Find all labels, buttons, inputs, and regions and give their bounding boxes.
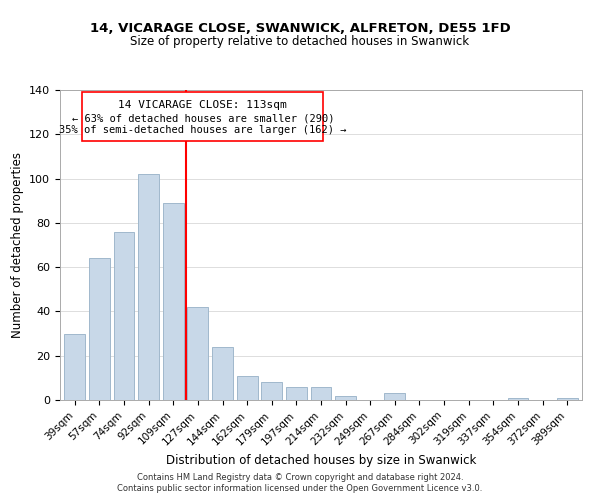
- Bar: [113, 232, 134, 400]
- Bar: [385, 394, 406, 400]
- Bar: [236, 376, 257, 400]
- Bar: [64, 334, 85, 400]
- Bar: [261, 382, 282, 400]
- Text: 14, VICARAGE CLOSE, SWANWICK, ALFRETON, DE55 1FD: 14, VICARAGE CLOSE, SWANWICK, ALFRETON, …: [89, 22, 511, 36]
- Bar: [212, 347, 233, 400]
- Bar: [286, 386, 307, 400]
- Bar: [138, 174, 159, 400]
- Bar: [557, 398, 578, 400]
- Y-axis label: Number of detached properties: Number of detached properties: [11, 152, 23, 338]
- Bar: [187, 307, 208, 400]
- Text: 35% of semi-detached houses are larger (162) →: 35% of semi-detached houses are larger (…: [59, 126, 347, 136]
- X-axis label: Distribution of detached houses by size in Swanwick: Distribution of detached houses by size …: [166, 454, 476, 466]
- Bar: [311, 386, 331, 400]
- Bar: [163, 203, 184, 400]
- Bar: [89, 258, 110, 400]
- Text: 14 VICARAGE CLOSE: 113sqm: 14 VICARAGE CLOSE: 113sqm: [118, 100, 287, 110]
- Text: Contains HM Land Registry data © Crown copyright and database right 2024.: Contains HM Land Registry data © Crown c…: [137, 472, 463, 482]
- Bar: [335, 396, 356, 400]
- Text: ← 63% of detached houses are smaller (290): ← 63% of detached houses are smaller (29…: [71, 114, 334, 123]
- Bar: [82, 92, 323, 141]
- Text: Size of property relative to detached houses in Swanwick: Size of property relative to detached ho…: [130, 35, 470, 48]
- Text: Contains public sector information licensed under the Open Government Licence v3: Contains public sector information licen…: [118, 484, 482, 493]
- Bar: [508, 398, 529, 400]
